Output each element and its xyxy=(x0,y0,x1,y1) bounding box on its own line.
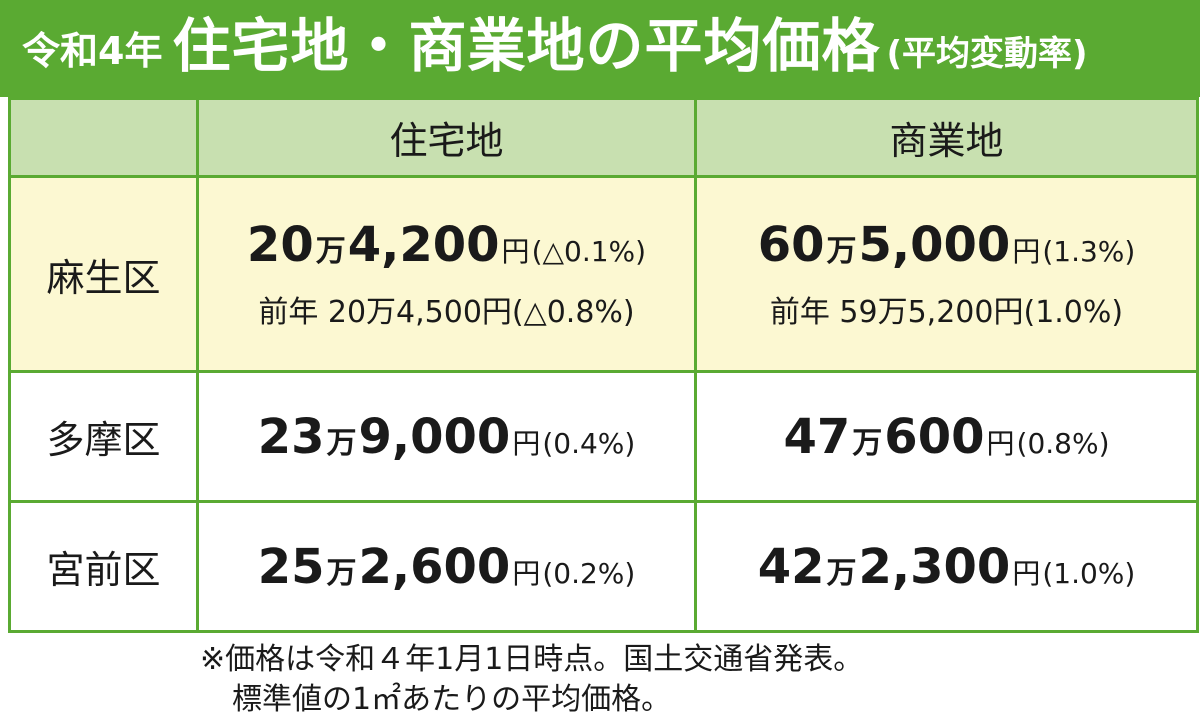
commercial-price: 60 万 5,000 円 (1.3%) xyxy=(697,217,1196,273)
price-rest: 600 xyxy=(884,408,985,465)
price-man: 47 xyxy=(783,408,851,465)
residential-price: 20 万 4,200 円 (△0.1%) xyxy=(199,217,694,273)
man-label: 万 xyxy=(326,425,357,461)
change-rate: (1.3%) xyxy=(1042,235,1136,268)
commercial-cell: 47 万 600 円 (0.8%) xyxy=(694,370,1199,503)
yen-label: 円 xyxy=(501,235,530,268)
yen-label: 円 xyxy=(1012,556,1041,590)
price-rest: 2,600 xyxy=(358,538,511,595)
man-label: 万 xyxy=(326,555,357,591)
yen-label: 円 xyxy=(986,426,1015,460)
title-sub: (平均変動率) xyxy=(886,34,1088,74)
yen-label: 円 xyxy=(512,426,541,460)
residential-cell: 20 万 4,200 円 (△0.1%) 前年 20万4,500円(△0.8%) xyxy=(196,175,697,373)
commercial-price: 47 万 600 円 (0.8%) xyxy=(697,409,1196,465)
price-rest: 4,200 xyxy=(347,217,500,273)
commercial-cell: 60 万 5,000 円 (1.3%) 前年 59万5,200円(1.0%) xyxy=(694,175,1199,373)
man-label: 万 xyxy=(315,234,346,269)
yen-label: 円 xyxy=(512,556,541,590)
price-rest: 9,000 xyxy=(358,408,511,465)
price-man: 23 xyxy=(257,408,325,465)
residential-cell: 23 万 9,000 円 (0.4%) xyxy=(196,370,697,503)
price-man: 20 xyxy=(246,217,314,273)
change-rate: (0.2%) xyxy=(542,556,636,590)
previous-year: 前年 20万4,500円(△0.8%) xyxy=(258,295,635,330)
change-rate: (△0.1%) xyxy=(531,235,647,268)
footnote-line-1: ※価格は令和４年1月1日時点。国土交通省発表。 xyxy=(200,642,864,677)
price-man: 60 xyxy=(757,217,825,273)
corner-cell xyxy=(8,97,199,178)
district-name: 多摩区 xyxy=(8,370,199,503)
previous-year: 前年 59万5,200円(1.0%) xyxy=(769,295,1124,330)
title-era: 令和4年 xyxy=(22,29,163,73)
price-rest: 5,000 xyxy=(858,217,1011,273)
footnote-line-2: 標準値の1㎡あたりの平均価格。 xyxy=(232,682,672,717)
title-main: 住宅地・商業地の平均価格 xyxy=(172,12,881,80)
price-rest: 2,300 xyxy=(858,538,1011,595)
residential-cell: 25 万 2,600 円 (0.2%) xyxy=(196,500,697,633)
price-man: 42 xyxy=(757,538,825,595)
residential-price: 23 万 9,000 円 (0.4%) xyxy=(199,409,694,465)
change-rate: (0.8%) xyxy=(1016,426,1110,460)
header-commercial: 商業地 xyxy=(694,97,1199,178)
man-label: 万 xyxy=(826,234,857,269)
header-residential: 住宅地 xyxy=(196,97,697,178)
man-label: 万 xyxy=(826,555,857,591)
change-rate: (0.4%) xyxy=(542,426,636,460)
table-row: 多摩区 23 万 9,000 円 (0.4%) 47 万 600 円 (0.8%) xyxy=(8,370,1199,503)
table-row: 麻生区 20 万 4,200 円 (△0.1%) 前年 20万4,500円(△0.8%)… xyxy=(8,175,1199,373)
yen-label: 円 xyxy=(1012,235,1041,268)
district-name: 麻生区 xyxy=(8,175,199,373)
price-table: 住宅地 商業地 麻生区 20 万 4,200 円 (△0.1%) 前年 20万4,500… xyxy=(8,97,1199,633)
residential-price: 25 万 2,600 円 (0.2%) xyxy=(199,539,694,595)
change-rate: (1.0%) xyxy=(1042,556,1136,590)
header-row: 住宅地 商業地 xyxy=(8,97,1199,178)
price-man: 25 xyxy=(257,538,325,595)
table-row: 宮前区 25 万 2,600 円 (0.2%) 42 万 2,300 円 (1.0%) xyxy=(8,500,1199,633)
title-bar: 令和4年 住宅地・商業地の平均価格 (平均変動率) xyxy=(0,0,1200,97)
commercial-price: 42 万 2,300 円 (1.0%) xyxy=(697,539,1196,595)
man-label: 万 xyxy=(852,425,883,461)
footnote: ※価格は令和４年1月1日時点。国土交通省発表。 標準値の1㎡あたりの平均価格。 xyxy=(200,640,863,720)
district-name: 宮前区 xyxy=(8,500,199,633)
commercial-cell: 42 万 2,300 円 (1.0%) xyxy=(694,500,1199,633)
